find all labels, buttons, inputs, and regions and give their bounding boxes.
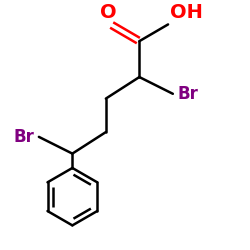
- Text: Br: Br: [13, 128, 34, 146]
- Text: Br: Br: [178, 85, 199, 103]
- Text: OH: OH: [170, 3, 203, 22]
- Text: O: O: [100, 3, 116, 22]
